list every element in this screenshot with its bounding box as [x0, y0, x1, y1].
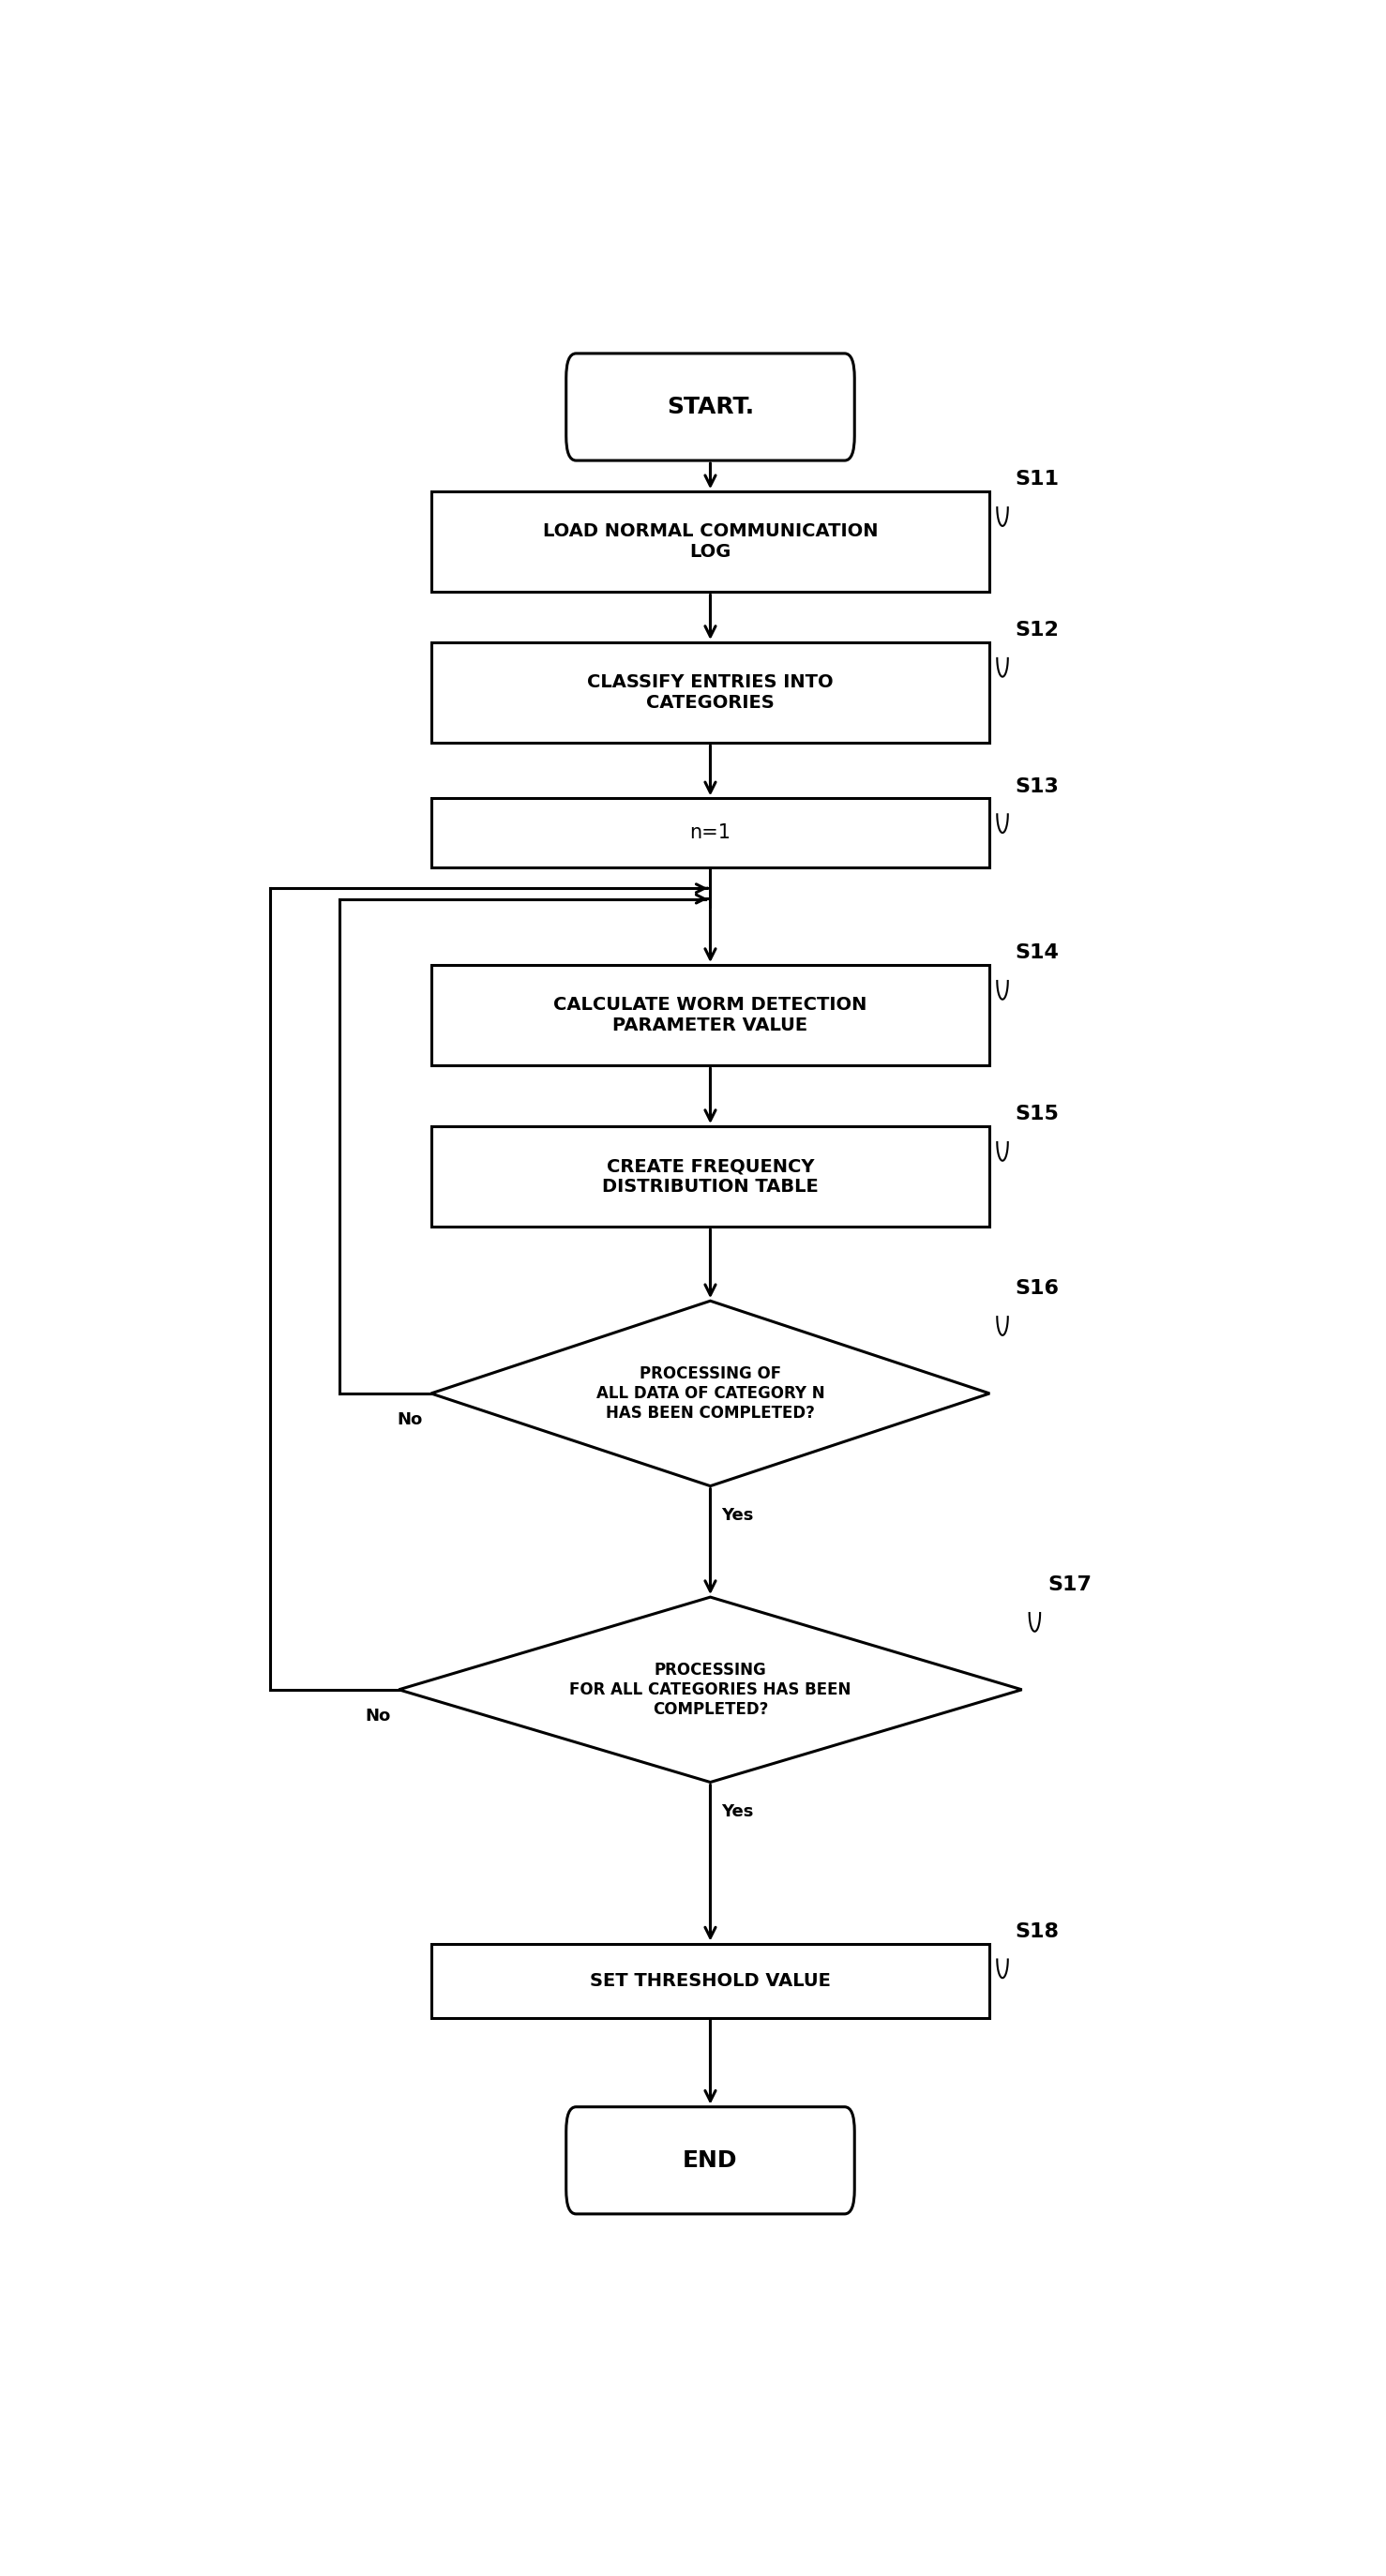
Text: PROCESSING
FOR ALL CATEGORIES HAS BEEN
COMPLETED?: PROCESSING FOR ALL CATEGORIES HAS BEEN C…	[570, 1662, 851, 1718]
Text: S14: S14	[1016, 943, 1059, 963]
Bar	[431, 966, 990, 1066]
Text: S15: S15	[1016, 1105, 1059, 1123]
Text: CALCULATE WORM DETECTION
PARAMETER VALUE: CALCULATE WORM DETECTION PARAMETER VALUE	[553, 997, 868, 1036]
Bar	[431, 1942, 990, 2017]
Text: n=1: n=1	[690, 824, 730, 842]
Text: CLASSIFY ENTRIES INTO
CATEGORIES: CLASSIFY ENTRIES INTO CATEGORIES	[588, 672, 833, 711]
Text: PROCESSING OF
ALL DATA OF CATEGORY N
HAS BEEN COMPLETED?: PROCESSING OF ALL DATA OF CATEGORY N HAS…	[596, 1365, 825, 1422]
Text: No: No	[396, 1412, 423, 1427]
Text: START.: START.	[667, 397, 754, 417]
Bar	[431, 799, 990, 868]
FancyBboxPatch shape	[565, 2107, 855, 2213]
Text: S12: S12	[1016, 621, 1059, 639]
Text: CREATE FREQUENCY
DISTRIBUTION TABLE: CREATE FREQUENCY DISTRIBUTION TABLE	[602, 1157, 819, 1195]
Text: LOAD NORMAL COMMUNICATION
LOG: LOAD NORMAL COMMUNICATION LOG	[543, 523, 877, 562]
Text: S17: S17	[1048, 1577, 1092, 1595]
Bar	[431, 1126, 990, 1226]
Text: S16: S16	[1016, 1280, 1059, 1298]
Text: END: END	[683, 2148, 737, 2172]
Text: SET THRESHOLD VALUE: SET THRESHOLD VALUE	[590, 1971, 830, 1989]
Polygon shape	[399, 1597, 1021, 1783]
Bar	[431, 492, 990, 592]
Text: Yes: Yes	[721, 1507, 754, 1525]
Text: S13: S13	[1016, 778, 1059, 796]
Polygon shape	[431, 1301, 990, 1486]
Text: S11: S11	[1016, 471, 1059, 489]
Bar	[431, 641, 990, 742]
Text: S18: S18	[1016, 1922, 1059, 1940]
FancyBboxPatch shape	[565, 353, 855, 461]
Text: No: No	[365, 1708, 391, 1723]
Text: Yes: Yes	[721, 1803, 754, 1821]
